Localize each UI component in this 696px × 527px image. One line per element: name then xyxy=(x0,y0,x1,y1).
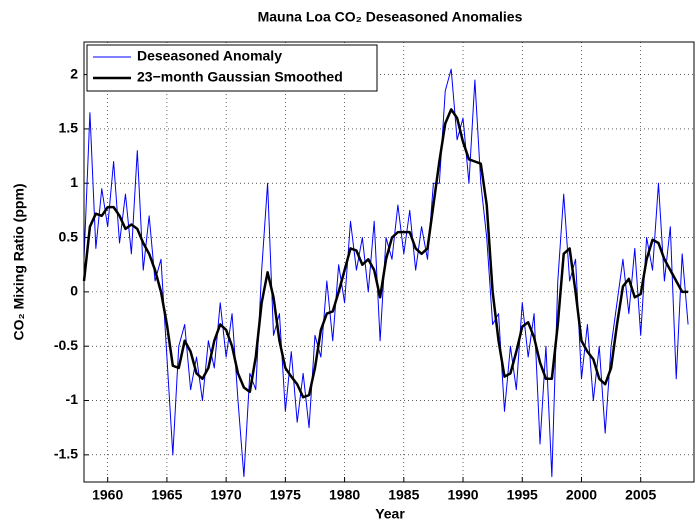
legend-label: 23−month Gaussian Smoothed xyxy=(137,69,343,85)
x-tick-label: 1990 xyxy=(447,487,478,503)
y-tick-label: 1.5 xyxy=(59,120,79,136)
x-tick-label: 1985 xyxy=(388,487,419,503)
y-tick-label: 1 xyxy=(70,174,78,190)
x-tick-label: 1975 xyxy=(270,487,301,503)
x-tick-label: 1965 xyxy=(151,487,182,503)
x-axis-label: Year xyxy=(375,506,405,522)
chart-title: Mauna Loa CO₂ Deseasoned Anomalies xyxy=(258,9,523,25)
x-tick-label: 2005 xyxy=(625,487,656,503)
y-tick-label: 0 xyxy=(70,283,78,299)
y-tick-label: 2 xyxy=(70,65,78,81)
y-tick-label: -1 xyxy=(66,391,79,407)
y-tick-label: -1.5 xyxy=(54,446,78,462)
y-axis-label: CO₂ Mixing Ratio (ppm) xyxy=(11,183,27,340)
y-tick-label: -0.5 xyxy=(54,337,78,353)
x-tick-label: 1960 xyxy=(92,487,123,503)
axes-box xyxy=(83,41,695,483)
x-tick-label: 2000 xyxy=(566,487,597,503)
y-tick-label: 0.5 xyxy=(59,228,79,244)
x-tick-label: 1970 xyxy=(211,487,242,503)
data-line xyxy=(82,108,689,399)
x-tick-label: 1980 xyxy=(329,487,360,503)
legend-label: Deseasoned Anomaly xyxy=(137,48,282,64)
x-tick-label: 1995 xyxy=(507,487,538,503)
data-line xyxy=(83,68,689,478)
legend-box xyxy=(86,44,378,92)
